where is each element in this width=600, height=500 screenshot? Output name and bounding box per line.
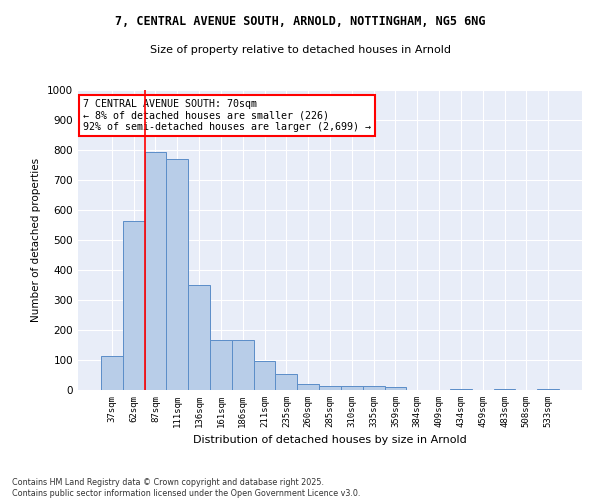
Bar xyxy=(166,159,188,390)
Bar xyxy=(254,360,275,390)
Bar xyxy=(145,152,166,390)
Bar xyxy=(363,386,385,390)
Text: Contains HM Land Registry data © Crown copyright and database right 2025.
Contai: Contains HM Land Registry data © Crown c… xyxy=(12,478,361,498)
Bar xyxy=(450,388,472,390)
Bar xyxy=(123,222,145,390)
Bar xyxy=(101,356,123,390)
Y-axis label: Number of detached properties: Number of detached properties xyxy=(31,158,41,322)
Bar xyxy=(210,340,232,390)
Bar xyxy=(341,386,363,390)
Text: Size of property relative to detached houses in Arnold: Size of property relative to detached ho… xyxy=(149,45,451,55)
Text: 7 CENTRAL AVENUE SOUTH: 70sqm
← 8% of detached houses are smaller (226)
92% of s: 7 CENTRAL AVENUE SOUTH: 70sqm ← 8% of de… xyxy=(83,99,371,132)
Bar xyxy=(537,388,559,390)
Bar xyxy=(494,388,515,390)
Bar xyxy=(188,285,210,390)
Text: 7, CENTRAL AVENUE SOUTH, ARNOLD, NOTTINGHAM, NG5 6NG: 7, CENTRAL AVENUE SOUTH, ARNOLD, NOTTING… xyxy=(115,15,485,28)
Bar xyxy=(275,374,297,390)
Bar xyxy=(232,340,254,390)
Bar xyxy=(297,384,319,390)
X-axis label: Distribution of detached houses by size in Arnold: Distribution of detached houses by size … xyxy=(193,436,467,446)
Bar xyxy=(319,386,341,390)
Bar xyxy=(385,387,406,390)
